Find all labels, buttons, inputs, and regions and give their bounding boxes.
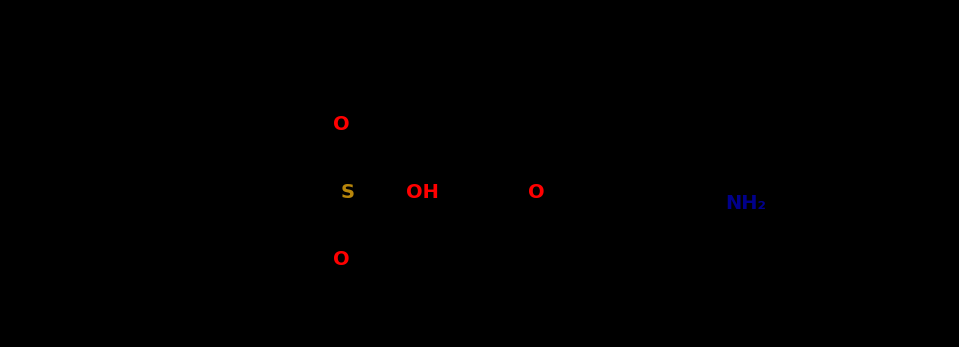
Text: OH: OH <box>406 183 439 202</box>
Text: O: O <box>528 183 545 202</box>
Text: NH₂: NH₂ <box>725 194 766 213</box>
Text: O: O <box>334 250 350 269</box>
Text: O: O <box>334 115 350 134</box>
Text: S: S <box>340 183 355 202</box>
